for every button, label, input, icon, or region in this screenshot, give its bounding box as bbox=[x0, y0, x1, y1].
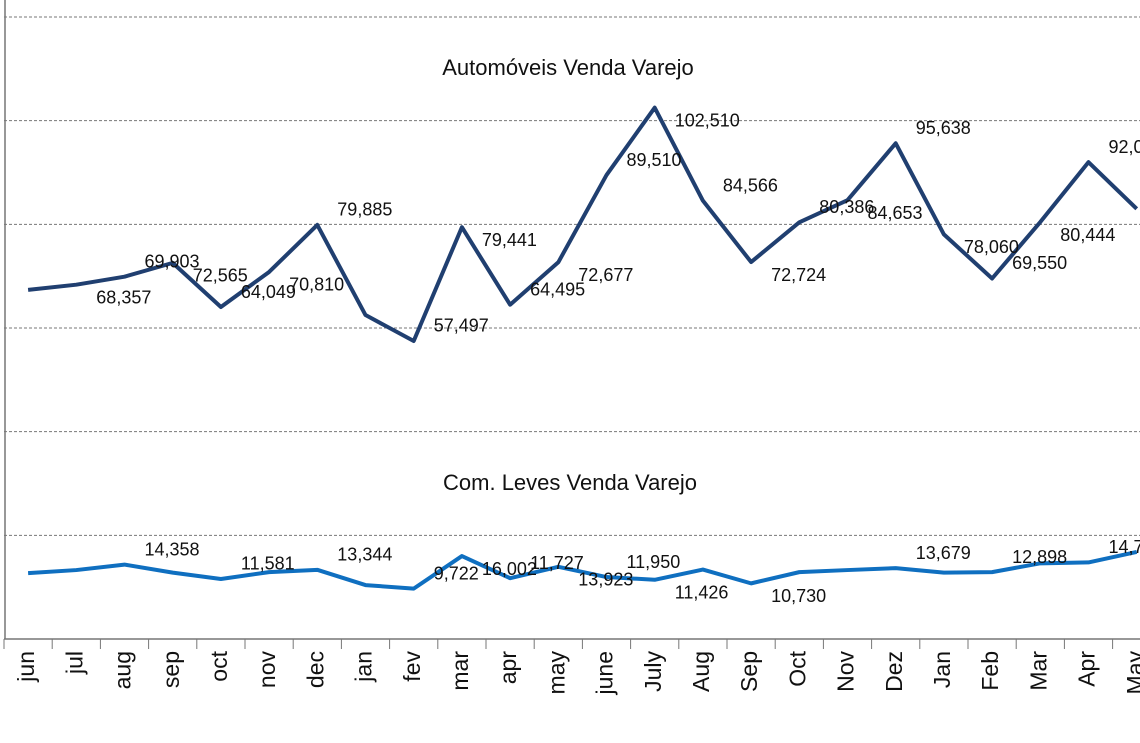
data-label: 13,344 bbox=[337, 545, 392, 565]
data-label: 64,495 bbox=[530, 279, 585, 299]
x-tick-label: Aug bbox=[688, 651, 714, 692]
data-label: 78,060 bbox=[964, 237, 1019, 257]
data-label: 70,810 bbox=[289, 275, 344, 295]
data-label: 95,638 bbox=[916, 118, 971, 138]
x-tick-label: jul bbox=[61, 651, 87, 675]
x-tick-label: june bbox=[592, 651, 618, 695]
data-label: 12,898 bbox=[1012, 547, 1067, 567]
series-title: Automóveis Venda Varejo bbox=[442, 55, 694, 80]
x-tick-label: July bbox=[640, 651, 666, 692]
data-label: 14,772 bbox=[1109, 537, 1140, 557]
data-label: 11,581 bbox=[241, 554, 295, 574]
data-label: 79,885 bbox=[337, 200, 392, 220]
x-tick-label: Nov bbox=[833, 651, 859, 692]
data-label: 102,510 bbox=[675, 110, 740, 130]
x-tick-label: oct bbox=[206, 650, 232, 681]
x-tick-label: May bbox=[1122, 651, 1140, 695]
data-label: 72,565 bbox=[193, 266, 248, 286]
x-tick-label: Sep bbox=[736, 651, 762, 692]
x-tick-label: Dez bbox=[881, 651, 907, 692]
data-label: 92,0 bbox=[1109, 137, 1140, 157]
x-tick-label: dec bbox=[302, 651, 328, 688]
data-label: 11,950 bbox=[627, 552, 681, 572]
data-label: 84,653 bbox=[868, 203, 923, 223]
x-tick-label: fev bbox=[399, 651, 425, 682]
data-label: 11,727 bbox=[530, 553, 584, 573]
x-tick-label: nov bbox=[254, 651, 280, 689]
x-tick-label: Feb bbox=[977, 651, 1003, 691]
data-label: 80,444 bbox=[1060, 225, 1115, 245]
x-tick-label: Oct bbox=[784, 650, 810, 686]
data-label: 89,510 bbox=[627, 150, 682, 170]
x-tick-label: Jan bbox=[929, 651, 955, 688]
data-label: 13,923 bbox=[578, 570, 633, 590]
data-label: 64,049 bbox=[241, 282, 296, 302]
data-label: 68,357 bbox=[96, 287, 151, 307]
x-tick-label: jan bbox=[351, 651, 377, 683]
data-label: 14,358 bbox=[145, 539, 200, 559]
data-label: 57,497 bbox=[434, 316, 489, 336]
x-tick-label: may bbox=[543, 651, 569, 695]
series-title: Com. Leves Venda Varejo bbox=[443, 470, 697, 495]
x-tick-label: mar bbox=[447, 651, 473, 691]
data-label: 79,441 bbox=[482, 230, 537, 250]
data-label: 11,426 bbox=[675, 583, 729, 603]
data-label: 9,722 bbox=[434, 563, 479, 583]
x-tick-label: Mar bbox=[1025, 651, 1051, 691]
x-tick-label: apr bbox=[495, 651, 521, 685]
data-label: 72,677 bbox=[578, 265, 633, 285]
data-label: 69,903 bbox=[145, 251, 200, 271]
data-label: 16,002 bbox=[482, 559, 537, 579]
series-line bbox=[27, 549, 1138, 591]
series-line bbox=[27, 105, 1139, 343]
data-label: 13,679 bbox=[916, 543, 971, 563]
data-label: 80,386 bbox=[819, 197, 874, 217]
x-tick-label: Apr bbox=[1074, 651, 1100, 687]
x-tick-label: sep bbox=[158, 651, 184, 688]
data-label: 84,566 bbox=[723, 175, 778, 195]
data-label: 72,724 bbox=[771, 265, 826, 285]
x-tick-label: jun bbox=[13, 651, 39, 683]
data-label: 10,730 bbox=[771, 586, 826, 606]
x-tick-label: aug bbox=[110, 651, 136, 689]
data-label: 69,550 bbox=[1012, 253, 1067, 273]
